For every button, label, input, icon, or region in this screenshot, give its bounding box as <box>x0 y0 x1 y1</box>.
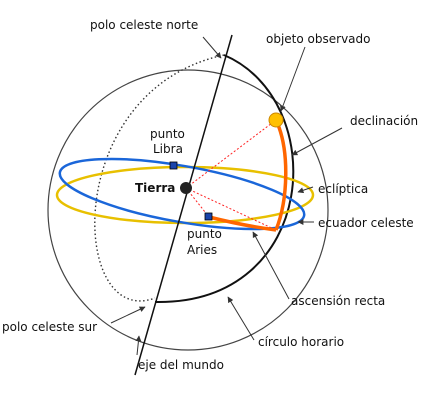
label-aries-point-line1: punto <box>187 227 222 241</box>
celestial-equator-ellipse <box>58 157 306 231</box>
guide-line-to-object <box>185 119 277 189</box>
label-ecliptic: eclíptica <box>318 182 368 196</box>
pointer-hour-circle <box>227 296 255 341</box>
pointer-world-axis <box>135 335 142 356</box>
pointer-declination <box>291 127 343 156</box>
pointer-observed-object <box>280 46 306 112</box>
label-libra-point-line2: Libra <box>153 142 183 156</box>
label-hour-circle: círculo horario <box>258 335 344 349</box>
label-earth: Tierra <box>135 181 175 195</box>
aries-point-marker <box>204 212 213 221</box>
label-right-ascension: ascensión recta <box>291 294 385 308</box>
label-libra-point-line1: punto <box>150 127 185 141</box>
pointer-north-pole <box>202 36 222 59</box>
celestial-sphere-outline <box>47 69 329 351</box>
pointer-ecliptic <box>297 186 314 194</box>
meridian-back-dotted <box>94 54 225 302</box>
label-celestial-equator: ecuador celeste <box>318 216 414 230</box>
label-north-pole: polo celeste norte <box>90 18 198 32</box>
guide-line-to-equator <box>185 187 277 231</box>
label-aries-point-line2: Aries <box>187 243 217 257</box>
earth-marker <box>180 182 192 194</box>
hour-circle <box>154 54 295 304</box>
declination-arc <box>274 119 288 231</box>
label-observed-object: objeto observado <box>266 32 370 46</box>
label-declination: declinación <box>350 114 418 128</box>
label-world-axis: eje del mundo <box>138 358 224 372</box>
ecliptic-ellipse <box>55 165 315 225</box>
libra-point-marker <box>169 161 178 170</box>
observed-object-marker <box>268 112 284 128</box>
label-south-pole: polo celeste sur <box>2 320 97 334</box>
world-axis-line <box>134 34 233 376</box>
pointer-south-pole <box>110 306 146 324</box>
right-ascension-arc <box>208 215 277 232</box>
pointer-right-ascension <box>252 231 290 300</box>
